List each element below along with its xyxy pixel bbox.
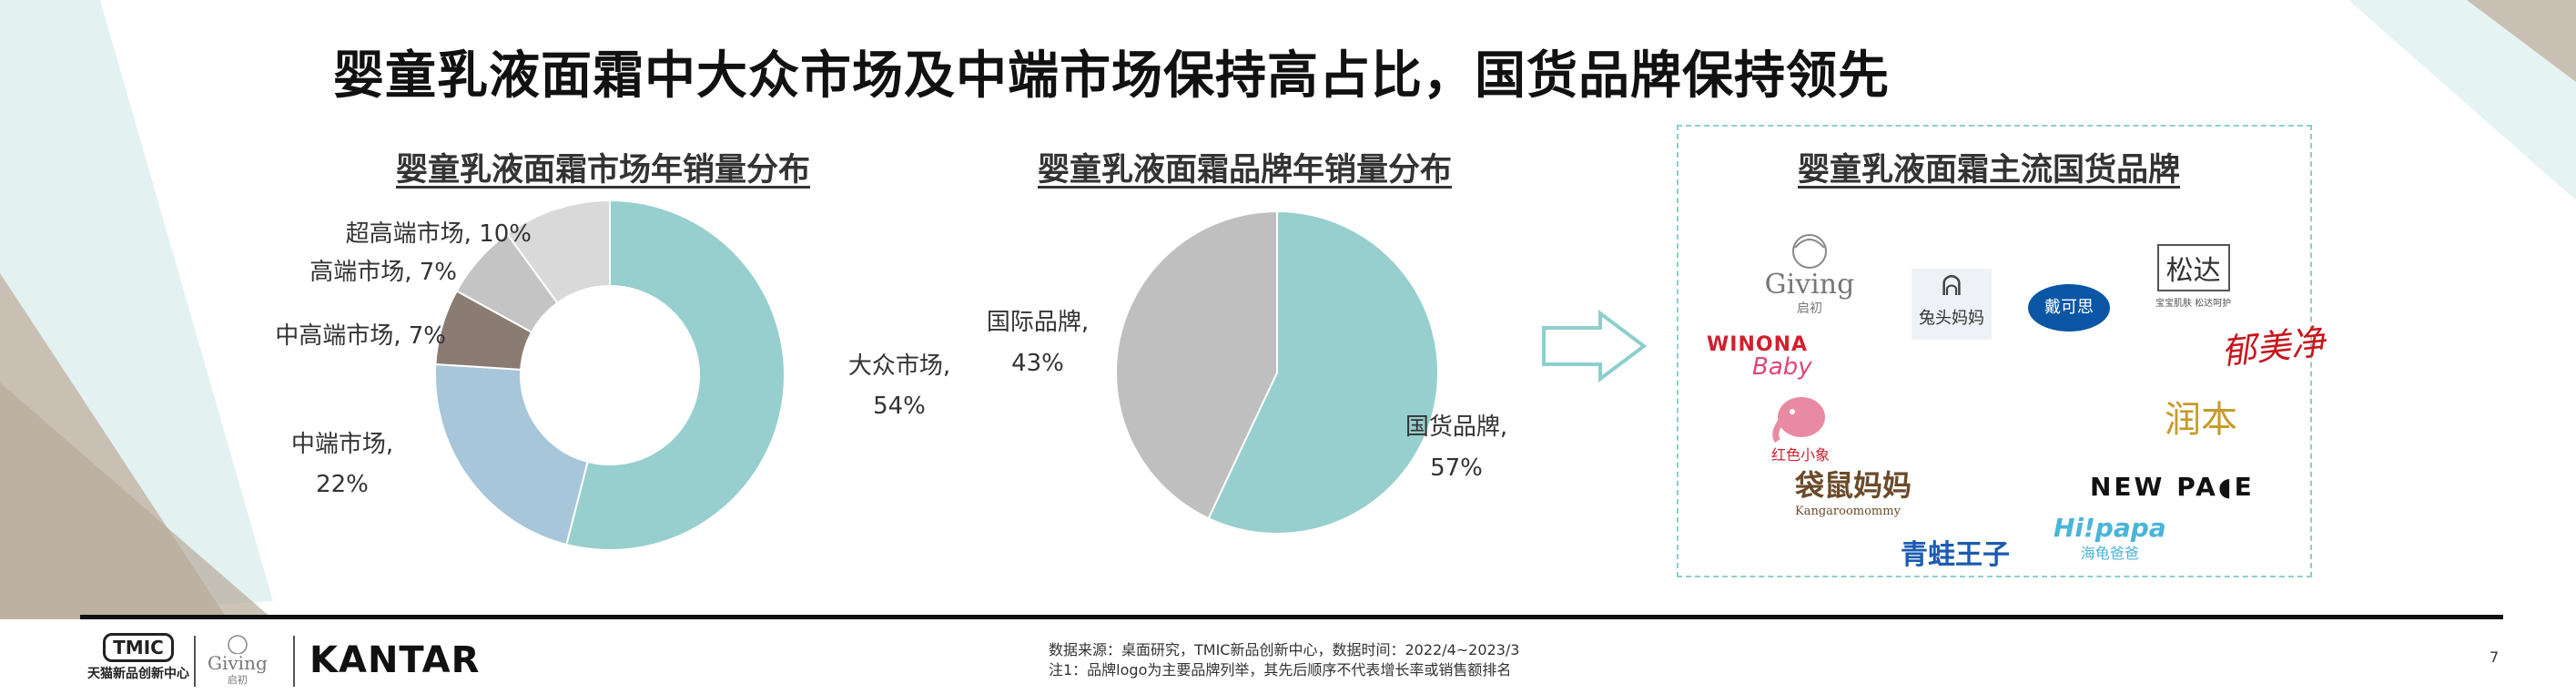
market-chart-title: 婴童乳液面霜市场年销量分布 [396,152,811,189]
daikesi-text: 戴可思 [2044,298,2094,317]
slice-label-2: 中高端市场, 7% [275,322,446,350]
slice-value-1: 43% [1011,350,1064,377]
slice-value-1: 22% [316,471,369,498]
giving-baby-icon [1792,234,1827,269]
qingwa-wangzi-logo: 青蛙王子 [1901,539,2010,571]
songda-slogan: 宝宝肌肤 松达呵护 [2155,299,2232,309]
songda-text: 松达 [2156,244,2230,291]
hongse-xiaoxiang-text: 红色小象 [1770,446,1830,464]
data-source-text: 数据来源：桌面研究，TMIC新品创新中心，数据时间：2022/4~2023/3 [1049,641,1520,658]
market-donut-chart: 大众市场, 54% 中端市场, 22% 中高端市场, 7% 高端市场, 7% 超高端市场, … [275,199,950,551]
giving-logo-sub: 启初 [1797,301,1822,316]
giving-footer-main: Giving [208,652,268,674]
brand-pie-chart: 国货品牌, 57% 国际品牌, 43% [987,209,1507,535]
right-arrow-icon [1542,310,1648,383]
giving-logo: Giving 启初 [1755,228,1864,317]
slice-label-3: 高端市场, 7% [309,259,457,286]
hipapa-logo: Hi!papa 海龟爸爸 [2054,515,2166,563]
songda-logo: 松达 宝宝肌肤 松达呵护 [2155,244,2231,309]
daishu-mama-subtext: Kangaroomommy [1795,505,1901,518]
slice-label-0: 大众市场, [848,352,950,380]
hongse-xiaoxiang-logo: 红色小象 [1764,390,1837,464]
pie-slice-1 [434,362,589,546]
elephant-icon [1772,397,1825,443]
footer-separator-1 [194,636,196,687]
tmic-logo: TMIC 天猫新品创新中心 [87,633,189,682]
footer-separator-2 [293,636,295,687]
winona-text: WINONA [1707,333,1809,356]
hipapa-text: Hi!papa [2054,513,2166,543]
giving-footer-logo: Giving 启初 [208,630,268,687]
tmic-name: 天猫新品创新中心 [87,667,189,681]
brand-chart-title: 婴童乳液面霜品牌年销量分布 [1038,152,1453,189]
page-number: 7 [2490,648,2500,666]
pie-slice-4 [505,199,611,305]
slice-label-4: 超高端市场, 10% [346,220,532,248]
giving-footer-sub: 启初 [227,674,248,686]
brand-logo-panel [1677,125,2312,577]
giving-footer-icon [228,635,248,654]
slice-value-0: 57% [1430,454,1483,482]
slice-label-1: 国际品牌, [987,309,1089,336]
slice-label-1: 中端市场, [291,431,393,458]
footnote-text: 注1：品牌logo为主要品牌列举，其先后顺序不代表增长率或销售额排名 [1049,661,1512,679]
winona-baby-logo: WINONA Baby [1707,333,1812,381]
runben-logo: 润本 [2165,399,2237,441]
left-decorative-shape [0,0,273,619]
pie-slice-0 [1207,209,1439,535]
daikesi-logo: 戴可思 [2028,284,2110,332]
page-title: 婴童乳液面霜中大众市场及中端市场保持高占比，国货品牌保持领先 [333,46,1890,106]
winona-baby-text: Baby [1752,353,1812,381]
giving-logo-main: Giving [1764,269,1855,301]
pie-slice-0 [565,199,786,551]
slice-value-0: 54% [873,393,926,420]
tmic-badge: TMIC [103,633,174,662]
new-page-logo: NEW PA◖E [2090,472,2255,502]
rabbit-icon: ᕱ [1941,270,1962,302]
right-decorative-shape [2348,0,2576,200]
daishu-mama-text: 袋鼠妈妈 [1795,468,1912,503]
slice-label-0: 国货品牌, [1405,413,1507,441]
tutou-mama-text: 兔头妈妈 [1919,309,1984,328]
kantar-logo: KANTAR [309,639,481,681]
footer-divider [80,615,2503,619]
daishu-mama-logo: 袋鼠妈妈 Kangaroomommy [1795,463,1912,518]
tutou-mama-logo: ᕱ 兔头妈妈 [1912,269,1992,340]
pie-slice-1 [1115,209,1278,520]
hipapa-subtext: 海龟爸爸 [2080,545,2139,562]
brand-panel-title: 婴童乳液面霜主流国货品牌 [1798,152,2181,189]
